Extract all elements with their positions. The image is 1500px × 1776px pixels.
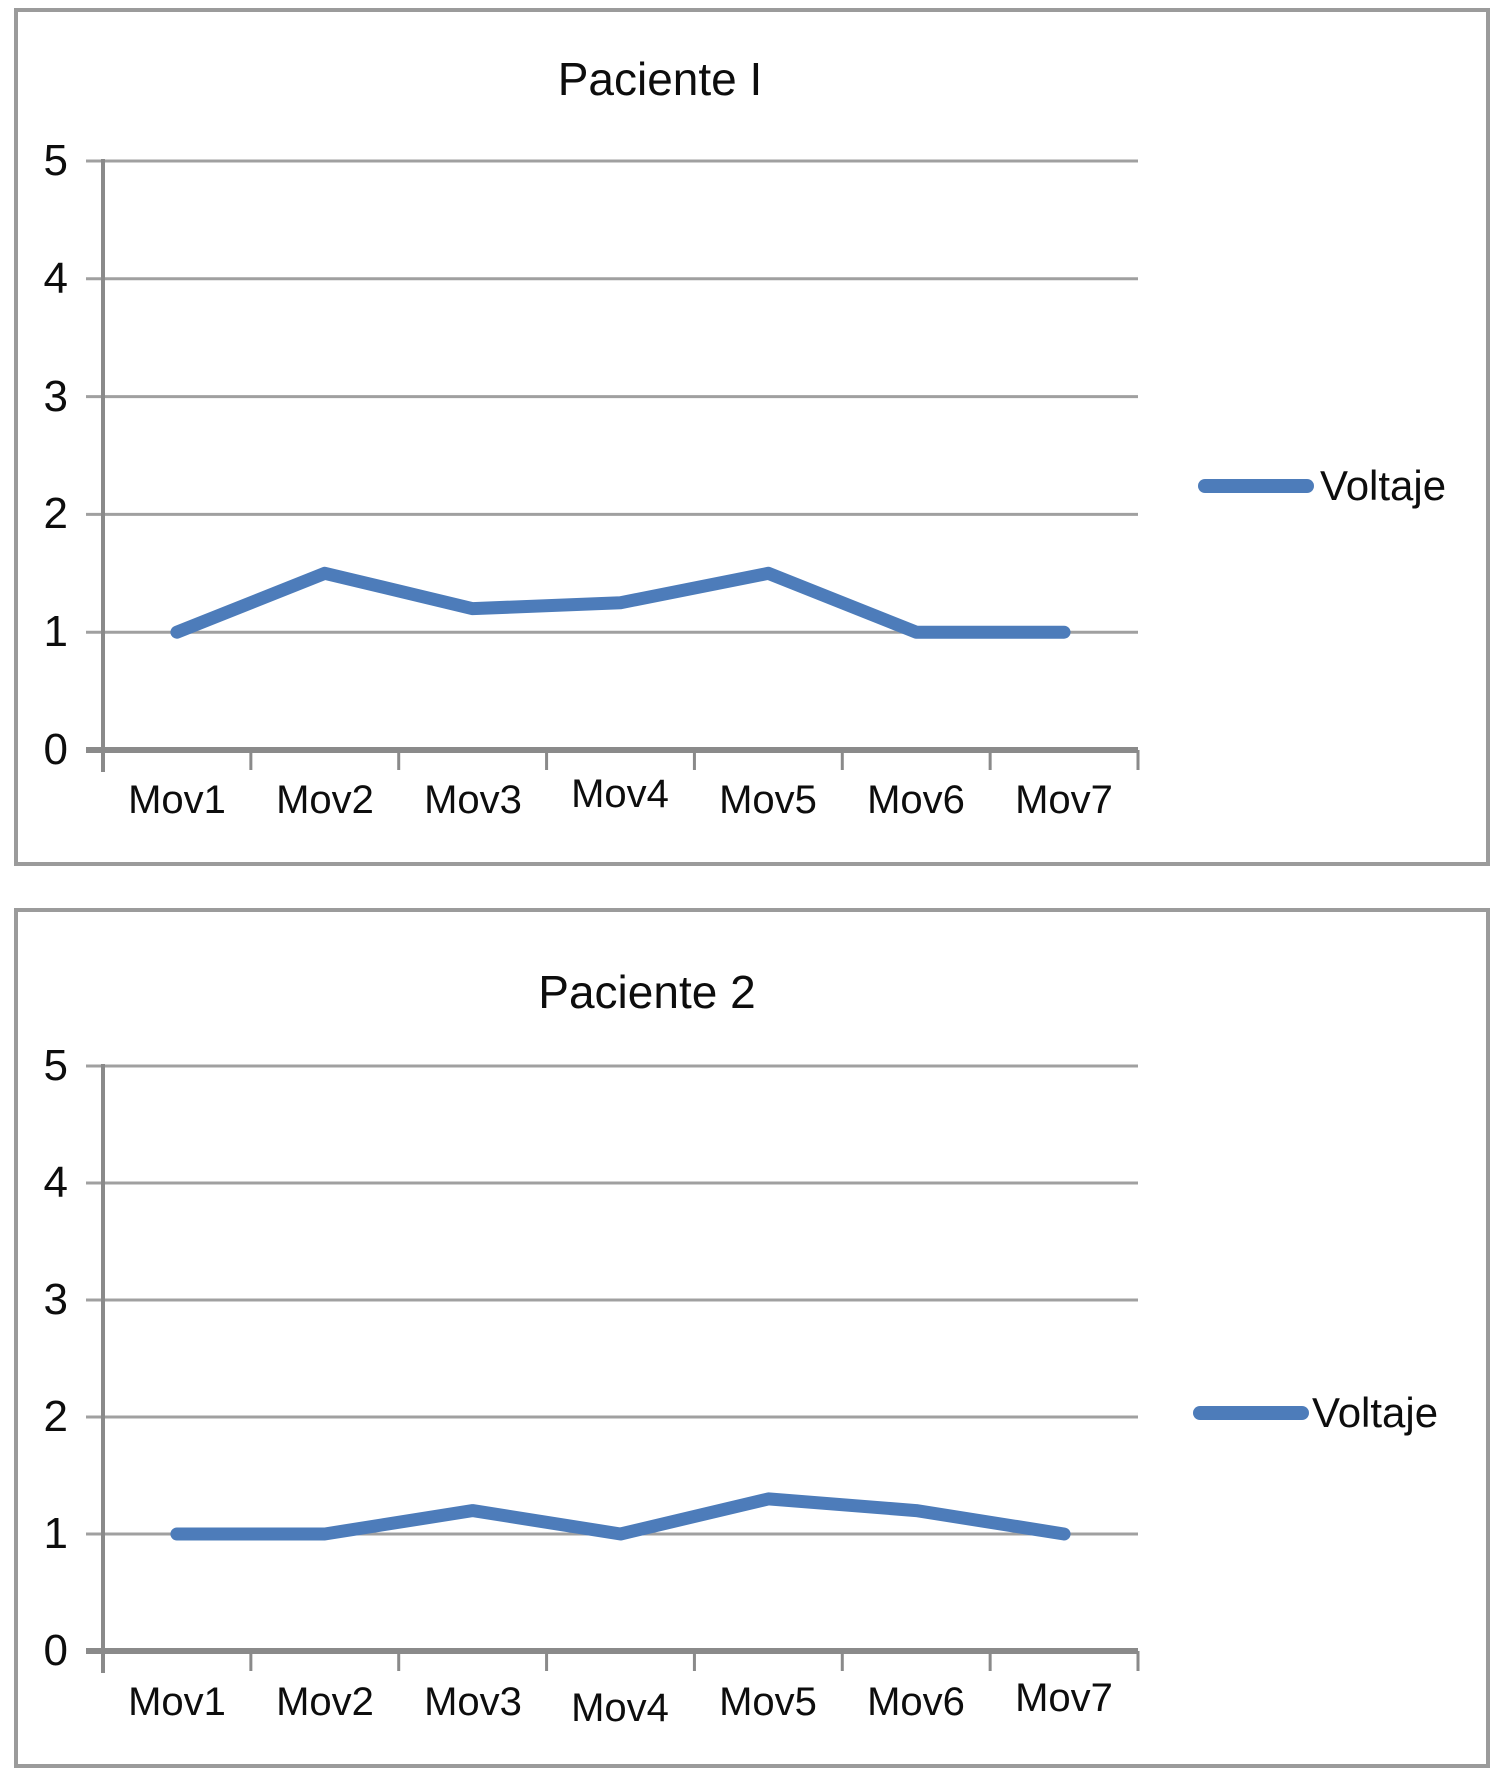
x-axis-category-label: Mov2 (276, 1680, 374, 1724)
y-axis-tick-label: 2 (43, 1392, 68, 1441)
y-axis-tick-label: 0 (43, 1626, 68, 1675)
chart-title: Paciente I (557, 53, 763, 105)
y-axis-tick-label: 5 (43, 136, 68, 185)
y-axis-tick-label: 3 (43, 1275, 68, 1324)
y-axis-tick-label: 5 (43, 1041, 68, 1090)
y-axis-tick-label: 0 (43, 725, 68, 774)
y-axis-tick-label: 3 (43, 372, 68, 421)
x-axis-category-label: Mov1 (128, 778, 226, 822)
x-axis-category-label: Mov5 (719, 1680, 817, 1724)
y-axis-tick-label: 4 (43, 1158, 68, 1207)
x-axis-category-label: Mov7 (1015, 778, 1113, 822)
chart-frame-paciente-2 (14, 908, 1490, 1768)
x-axis-category-label: Mov4 (571, 1686, 669, 1730)
legend-series-label: Voltaje (1320, 462, 1447, 509)
x-axis-category-label: Mov5 (719, 778, 817, 822)
y-axis-tick-label: 1 (43, 1509, 68, 1558)
x-axis-category-label: Mov4 (571, 772, 669, 816)
x-axis-category-label: Mov3 (424, 778, 522, 822)
x-axis-category-label: Mov6 (867, 778, 965, 822)
x-axis-category-label: Mov3 (424, 1680, 522, 1724)
x-axis-category-label: Mov6 (867, 1680, 965, 1724)
legend-series-label: Voltaje (1312, 1389, 1439, 1436)
y-axis-tick-label: 1 (43, 607, 68, 656)
chart-frame-paciente-1 (14, 8, 1490, 866)
x-axis-category-label: Mov7 (1015, 1676, 1113, 1720)
x-axis-category-label: Mov2 (276, 778, 374, 822)
x-axis-category-label: Mov1 (128, 1680, 226, 1724)
y-axis-tick-label: 4 (43, 254, 68, 303)
y-axis-tick-label: 2 (43, 489, 68, 538)
chart-title: Paciente 2 (538, 966, 756, 1018)
